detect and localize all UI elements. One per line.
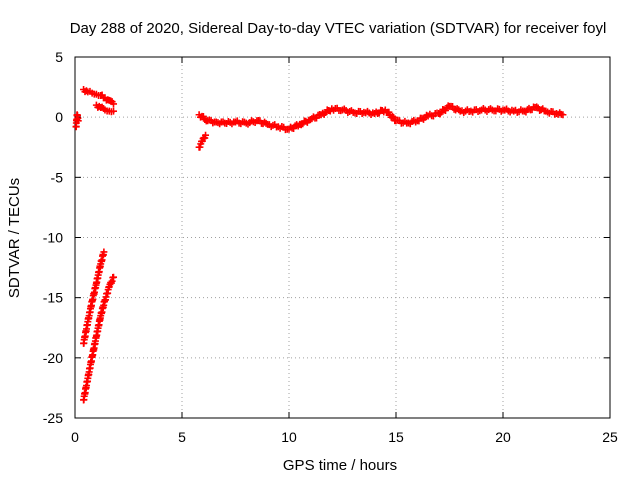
data-points [72,85,567,404]
data-point [110,100,118,108]
y-tick-label: -5 [51,169,64,185]
data-point [559,111,567,119]
data-point [297,121,305,129]
x-tick-label: 25 [602,429,618,445]
data-point [262,119,270,127]
x-tick-label: 10 [281,429,297,445]
data-point [202,131,210,139]
y-axis-ticks: 5 0 -5 -10 -15 -20 -25 [43,49,610,426]
x-axis-label: GPS time / hours [283,457,397,474]
chart-title: Day 288 of 2020, Sidereal Day-to-day VTE… [70,20,607,37]
x-tick-label: 0 [71,429,79,445]
x-tick-label: 5 [178,429,186,445]
data-point [110,107,118,115]
data-point [533,103,541,111]
y-tick-label: -20 [43,350,63,366]
y-tick-label: 0 [55,109,63,125]
data-point [74,117,82,125]
x-axis-ticks: 0 5 10 15 20 25 [71,57,618,445]
y-tick-label: 5 [55,49,63,65]
x-tick-label: 15 [388,429,404,445]
y-axis-label: SDTVAR / TECUs [6,178,23,298]
data-point [100,105,108,113]
y-tick-label: -10 [43,230,63,246]
data-point [455,106,463,114]
data-point [196,143,204,151]
x-tick-label: 20 [495,429,511,445]
y-tick-label: -15 [43,290,63,306]
data-point [100,248,108,256]
data-point [110,273,118,281]
data-point [388,112,396,120]
y-tick-label: -25 [43,410,63,426]
